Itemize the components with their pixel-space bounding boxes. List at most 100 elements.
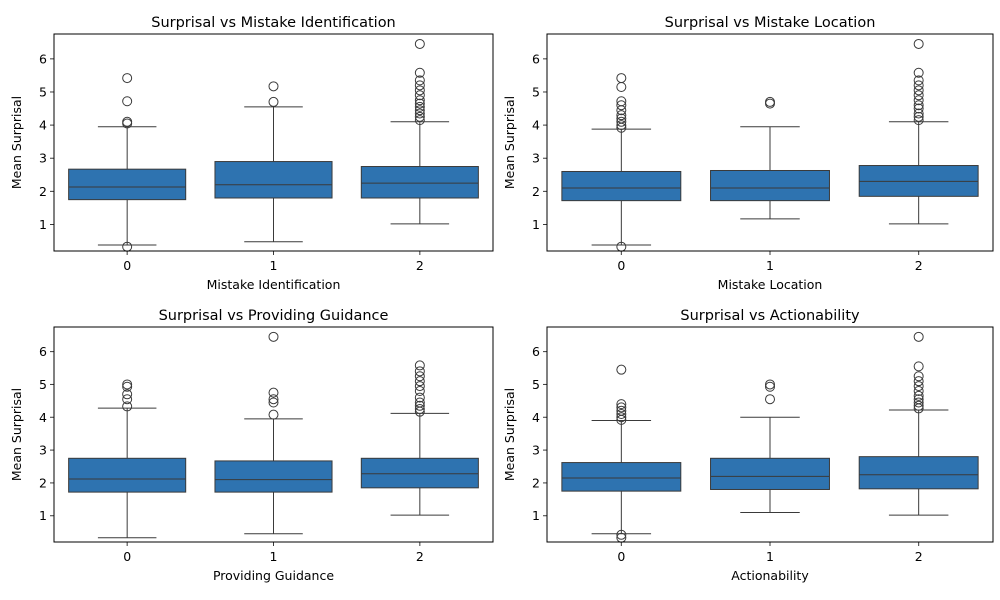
outlier-point [122, 389, 133, 400]
x-tick-label: 2 [915, 549, 923, 564]
x-axis-label: Mistake Location [718, 277, 823, 292]
plot-frame [53, 326, 494, 543]
outlier-point [414, 67, 425, 78]
outlier-point [414, 400, 425, 411]
outlier-point [616, 399, 627, 410]
outlier-point [414, 381, 425, 392]
outlier-point [616, 100, 627, 111]
outlier-point [616, 120, 627, 131]
outlier-point [414, 38, 425, 49]
iqr-box [561, 170, 682, 202]
box-plot-1 [710, 96, 830, 220]
outlier-point [268, 409, 279, 420]
y-axis-label: Mean Surprisal [9, 388, 24, 481]
y-tick-label: 3 [532, 151, 540, 166]
x-tick-label: 1 [270, 258, 278, 273]
outlier-point [913, 394, 924, 405]
chart-panel-0: Surprisal vs Mistake Identification Mean … [9, 15, 494, 292]
outlier-point [268, 397, 279, 408]
x-tick-label: 1 [766, 258, 774, 273]
box-plot-2 [360, 38, 479, 225]
x-axis-label: Mistake Identification [207, 277, 341, 292]
outlier-point [268, 387, 279, 398]
outlier-point [414, 404, 425, 415]
outlier-point [414, 397, 425, 408]
outlier-point [122, 96, 133, 107]
outlier-point [913, 95, 924, 106]
y-tick-label: 6 [39, 344, 47, 359]
outlier-point [414, 371, 425, 382]
outlier-point [765, 394, 775, 405]
y-tick-label: 2 [39, 184, 47, 199]
outlier-point [414, 105, 425, 116]
iqr-box [360, 166, 479, 199]
y-axis-label: Mean Surprisal [9, 96, 24, 189]
y-tick-label: 2 [39, 475, 47, 490]
box-plot-0 [68, 73, 187, 252]
outlier-point [414, 386, 425, 397]
chart-panel-3: Surprisal vs Actionability Mean Surprisal… [502, 308, 994, 583]
outlier-point [616, 364, 627, 375]
iqr-box [68, 168, 187, 201]
outlier-point [913, 103, 924, 114]
chart-panel-1: Surprisal vs Mistake Location Mean Surpri… [502, 15, 994, 292]
y-tick-label: 6 [39, 51, 47, 66]
outlier-point [122, 381, 133, 392]
outlier-point [913, 108, 924, 119]
x-tick-label: 0 [123, 258, 131, 273]
y-tick-label: 5 [532, 377, 540, 392]
y-tick-label: 2 [532, 475, 540, 490]
outlier-point [122, 394, 133, 405]
box-plot-0 [561, 364, 682, 543]
outlier-point [765, 381, 775, 392]
y-tick-label: 4 [532, 410, 540, 425]
box-plot-1 [214, 81, 333, 243]
outlier-point [913, 115, 924, 126]
box-plot-2 [360, 360, 479, 516]
outlier-point [414, 101, 425, 112]
y-tick-label: 1 [532, 217, 540, 232]
box-plot-1 [214, 331, 333, 535]
outlier-point [122, 379, 133, 390]
outlier-point [414, 90, 425, 101]
outlier-point [913, 381, 924, 392]
outlier-point [616, 405, 627, 416]
outlier-point [913, 371, 924, 382]
x-tick-label: 1 [766, 549, 774, 564]
y-tick-label: 5 [39, 84, 47, 99]
outlier-point [616, 529, 627, 540]
x-tick-label: 0 [617, 549, 625, 564]
y-tick-label: 2 [532, 184, 540, 199]
iqr-box [68, 457, 187, 493]
outlier-point [414, 366, 425, 377]
outlier-point [913, 111, 924, 122]
y-tick-label: 1 [39, 217, 47, 232]
y-tick-label: 3 [39, 443, 47, 458]
y-tick-label: 4 [532, 118, 540, 133]
y-tick-label: 5 [39, 377, 47, 392]
outlier-point [913, 376, 924, 387]
outlier-point [414, 75, 425, 86]
plot-frame [546, 33, 994, 252]
outlier-point [616, 82, 627, 93]
plot-frame [53, 33, 494, 252]
x-axis-label: Actionability [731, 568, 809, 583]
outlier-point [414, 111, 425, 122]
outlier-point [414, 360, 425, 371]
outlier-point [616, 96, 627, 107]
y-axis-label: Mean Surprisal [502, 96, 517, 189]
outlier-point [913, 80, 924, 91]
x-tick-label: 0 [617, 258, 625, 273]
x-tick-label: 2 [416, 258, 424, 273]
outlier-point [913, 85, 924, 96]
y-tick-label: 4 [39, 118, 47, 133]
outlier-point [414, 115, 425, 126]
outlier-point [913, 38, 924, 49]
box-plot-0 [561, 73, 682, 252]
y-tick-label: 1 [532, 508, 540, 523]
outlier-point [913, 331, 924, 342]
outlier-point [414, 108, 425, 119]
box-plot-0 [68, 379, 187, 539]
x-tick-label: 0 [123, 549, 131, 564]
